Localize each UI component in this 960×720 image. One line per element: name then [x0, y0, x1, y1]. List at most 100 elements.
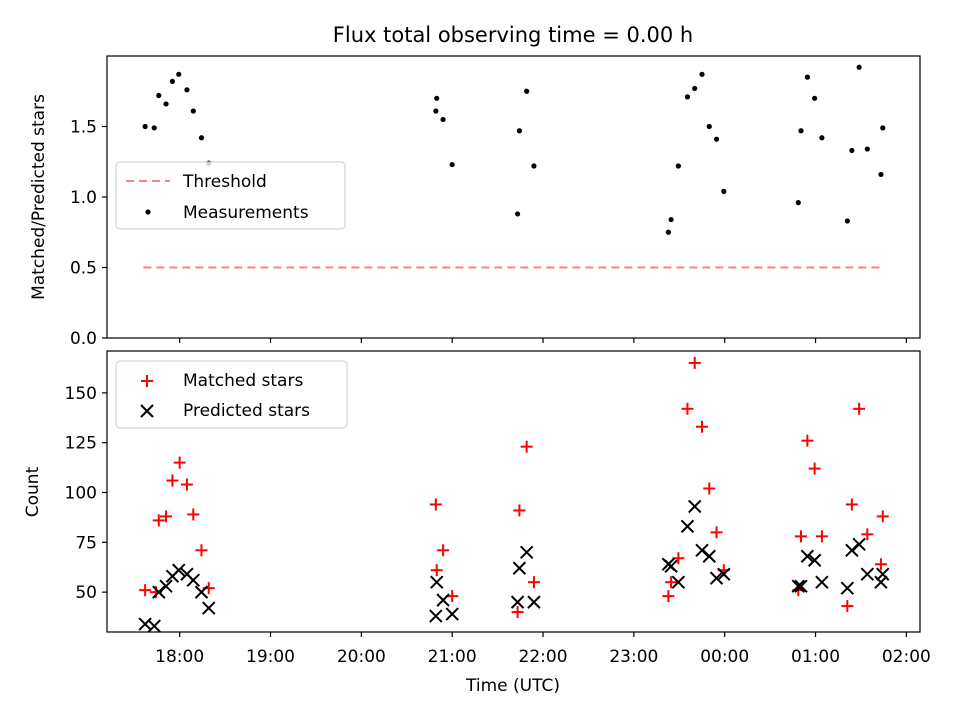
top-y-tick-label: 0.5	[70, 259, 97, 279]
matched-star-point	[845, 498, 858, 511]
top-panel: 0.0 0.5 1.0 1.5 Matched/Predicted stars Thr…	[29, 55, 921, 349]
x-tick-label: 20:00	[337, 647, 386, 667]
matched-star-point	[874, 558, 887, 571]
bottom-y-tick-label: 100	[65, 483, 97, 503]
measurement-point	[844, 218, 850, 224]
legend-measurements-label: Measurements	[183, 203, 309, 223]
predicted-star-point	[512, 561, 527, 575]
bottom-axes-frame	[106, 350, 921, 633]
predicted-star-point	[860, 567, 875, 581]
measurement-point	[798, 128, 804, 134]
matched-star-point	[662, 590, 675, 603]
predicted-star-point	[186, 573, 201, 587]
x-tick-label: 21:00	[428, 647, 477, 667]
matched-star-point	[180, 478, 193, 491]
legend-predicted-swatch	[140, 404, 154, 418]
matched-star-point	[139, 584, 152, 597]
legend-predicted-label: Predicted stars	[183, 401, 310, 421]
matched-star-point	[681, 402, 694, 415]
measurement-point	[524, 88, 530, 94]
legend-matched-swatch	[141, 375, 153, 387]
measurement-point	[699, 71, 705, 77]
x-tick-label: 22:00	[519, 647, 568, 667]
matched-star-point	[437, 544, 450, 557]
predicted-star-point	[445, 607, 459, 621]
x-tick-label: 01:00	[791, 647, 840, 667]
matched-star-point	[861, 528, 874, 541]
measurement-point	[665, 229, 671, 235]
measurement-point	[514, 211, 521, 217]
measurement-point	[434, 95, 440, 101]
predicted-star-point	[429, 609, 443, 623]
matched-star-point	[195, 544, 208, 557]
predicted-star-point	[874, 575, 888, 589]
matched-star-point	[876, 510, 889, 523]
measurement-point	[531, 163, 537, 169]
matched-star-point	[815, 530, 828, 543]
predicted-star-point	[527, 595, 541, 609]
x-axis-label: Time (UTC)	[465, 676, 560, 696]
bottom-legend: Matched stars Predicted stars	[115, 360, 348, 429]
top-y-tick-label: 0.0	[70, 329, 97, 349]
predicted-star-point	[147, 619, 161, 633]
bottom-panel: 50 75 100 125 150 18:00 19:00 20:00 21:00 22:00 2…	[23, 350, 931, 667]
top-y-tick-label: 1.5	[70, 118, 97, 138]
predicted-star-point	[680, 519, 695, 534]
matched-star-point	[173, 456, 186, 469]
measurement-point	[433, 108, 439, 114]
measurement-point	[795, 200, 801, 206]
predicted-star-point	[194, 585, 209, 599]
measurement-point	[819, 135, 825, 141]
measurement-point	[198, 135, 205, 141]
measurement-point	[880, 125, 886, 131]
measurement-point	[516, 128, 523, 134]
matched-star-point	[520, 440, 533, 453]
predicted-star-point	[172, 563, 186, 577]
measurement-point	[675, 163, 681, 169]
measurement-point	[142, 123, 148, 130]
x-tick-label: 18:00	[155, 647, 204, 667]
measurement-point	[151, 125, 157, 131]
matched-star-point	[160, 510, 173, 523]
x-tick-label: 19:00	[246, 647, 295, 667]
measurement-point	[156, 92, 162, 99]
measurement-point	[692, 85, 698, 92]
legend-threshold-label: Threshold	[182, 172, 267, 192]
chart-title: Flux total observing time = 0.00 h	[333, 23, 693, 47]
bottom-y-tick-label: 75	[75, 533, 97, 553]
matched-star-point	[527, 576, 540, 589]
top-legend: Threshold Measurements	[115, 161, 346, 230]
measurement-point	[721, 188, 727, 194]
predicted-star-point	[807, 553, 822, 567]
predicted-star-point	[664, 559, 678, 573]
measurement-point	[804, 74, 810, 80]
bottom-y-axis-label: Count	[23, 466, 43, 517]
measurement-point	[856, 64, 862, 70]
measurement-point	[878, 171, 884, 178]
matched-star-point	[801, 434, 814, 447]
predicted-star-point	[519, 545, 534, 559]
matched-star-point	[710, 526, 723, 539]
predicted-star-point	[702, 549, 716, 563]
top-y-axis-label: Matched/Predicted stars	[29, 94, 49, 300]
top-y-tick-label: 1.0	[70, 188, 97, 208]
matched-star-point	[513, 504, 526, 517]
predicted-star-point	[791, 579, 805, 593]
measurement-point	[812, 95, 818, 101]
predicted-star-point	[430, 575, 444, 589]
predicted-star-point	[717, 567, 731, 581]
matched-star-point	[703, 482, 716, 495]
matched-star-point	[152, 514, 165, 527]
predicted-star-point	[876, 567, 890, 581]
matched-star-point	[187, 508, 200, 521]
matched-star-point	[430, 564, 443, 577]
measurement-point	[163, 101, 169, 107]
matched-star-point	[688, 356, 701, 369]
measurement-point	[184, 87, 190, 93]
measurement-point	[864, 146, 870, 152]
predicted-star-point	[815, 575, 829, 589]
bottom-y-tick-label: 125	[65, 434, 97, 454]
x-tick-label: 00:00	[700, 647, 749, 667]
measurement-point	[440, 116, 446, 123]
